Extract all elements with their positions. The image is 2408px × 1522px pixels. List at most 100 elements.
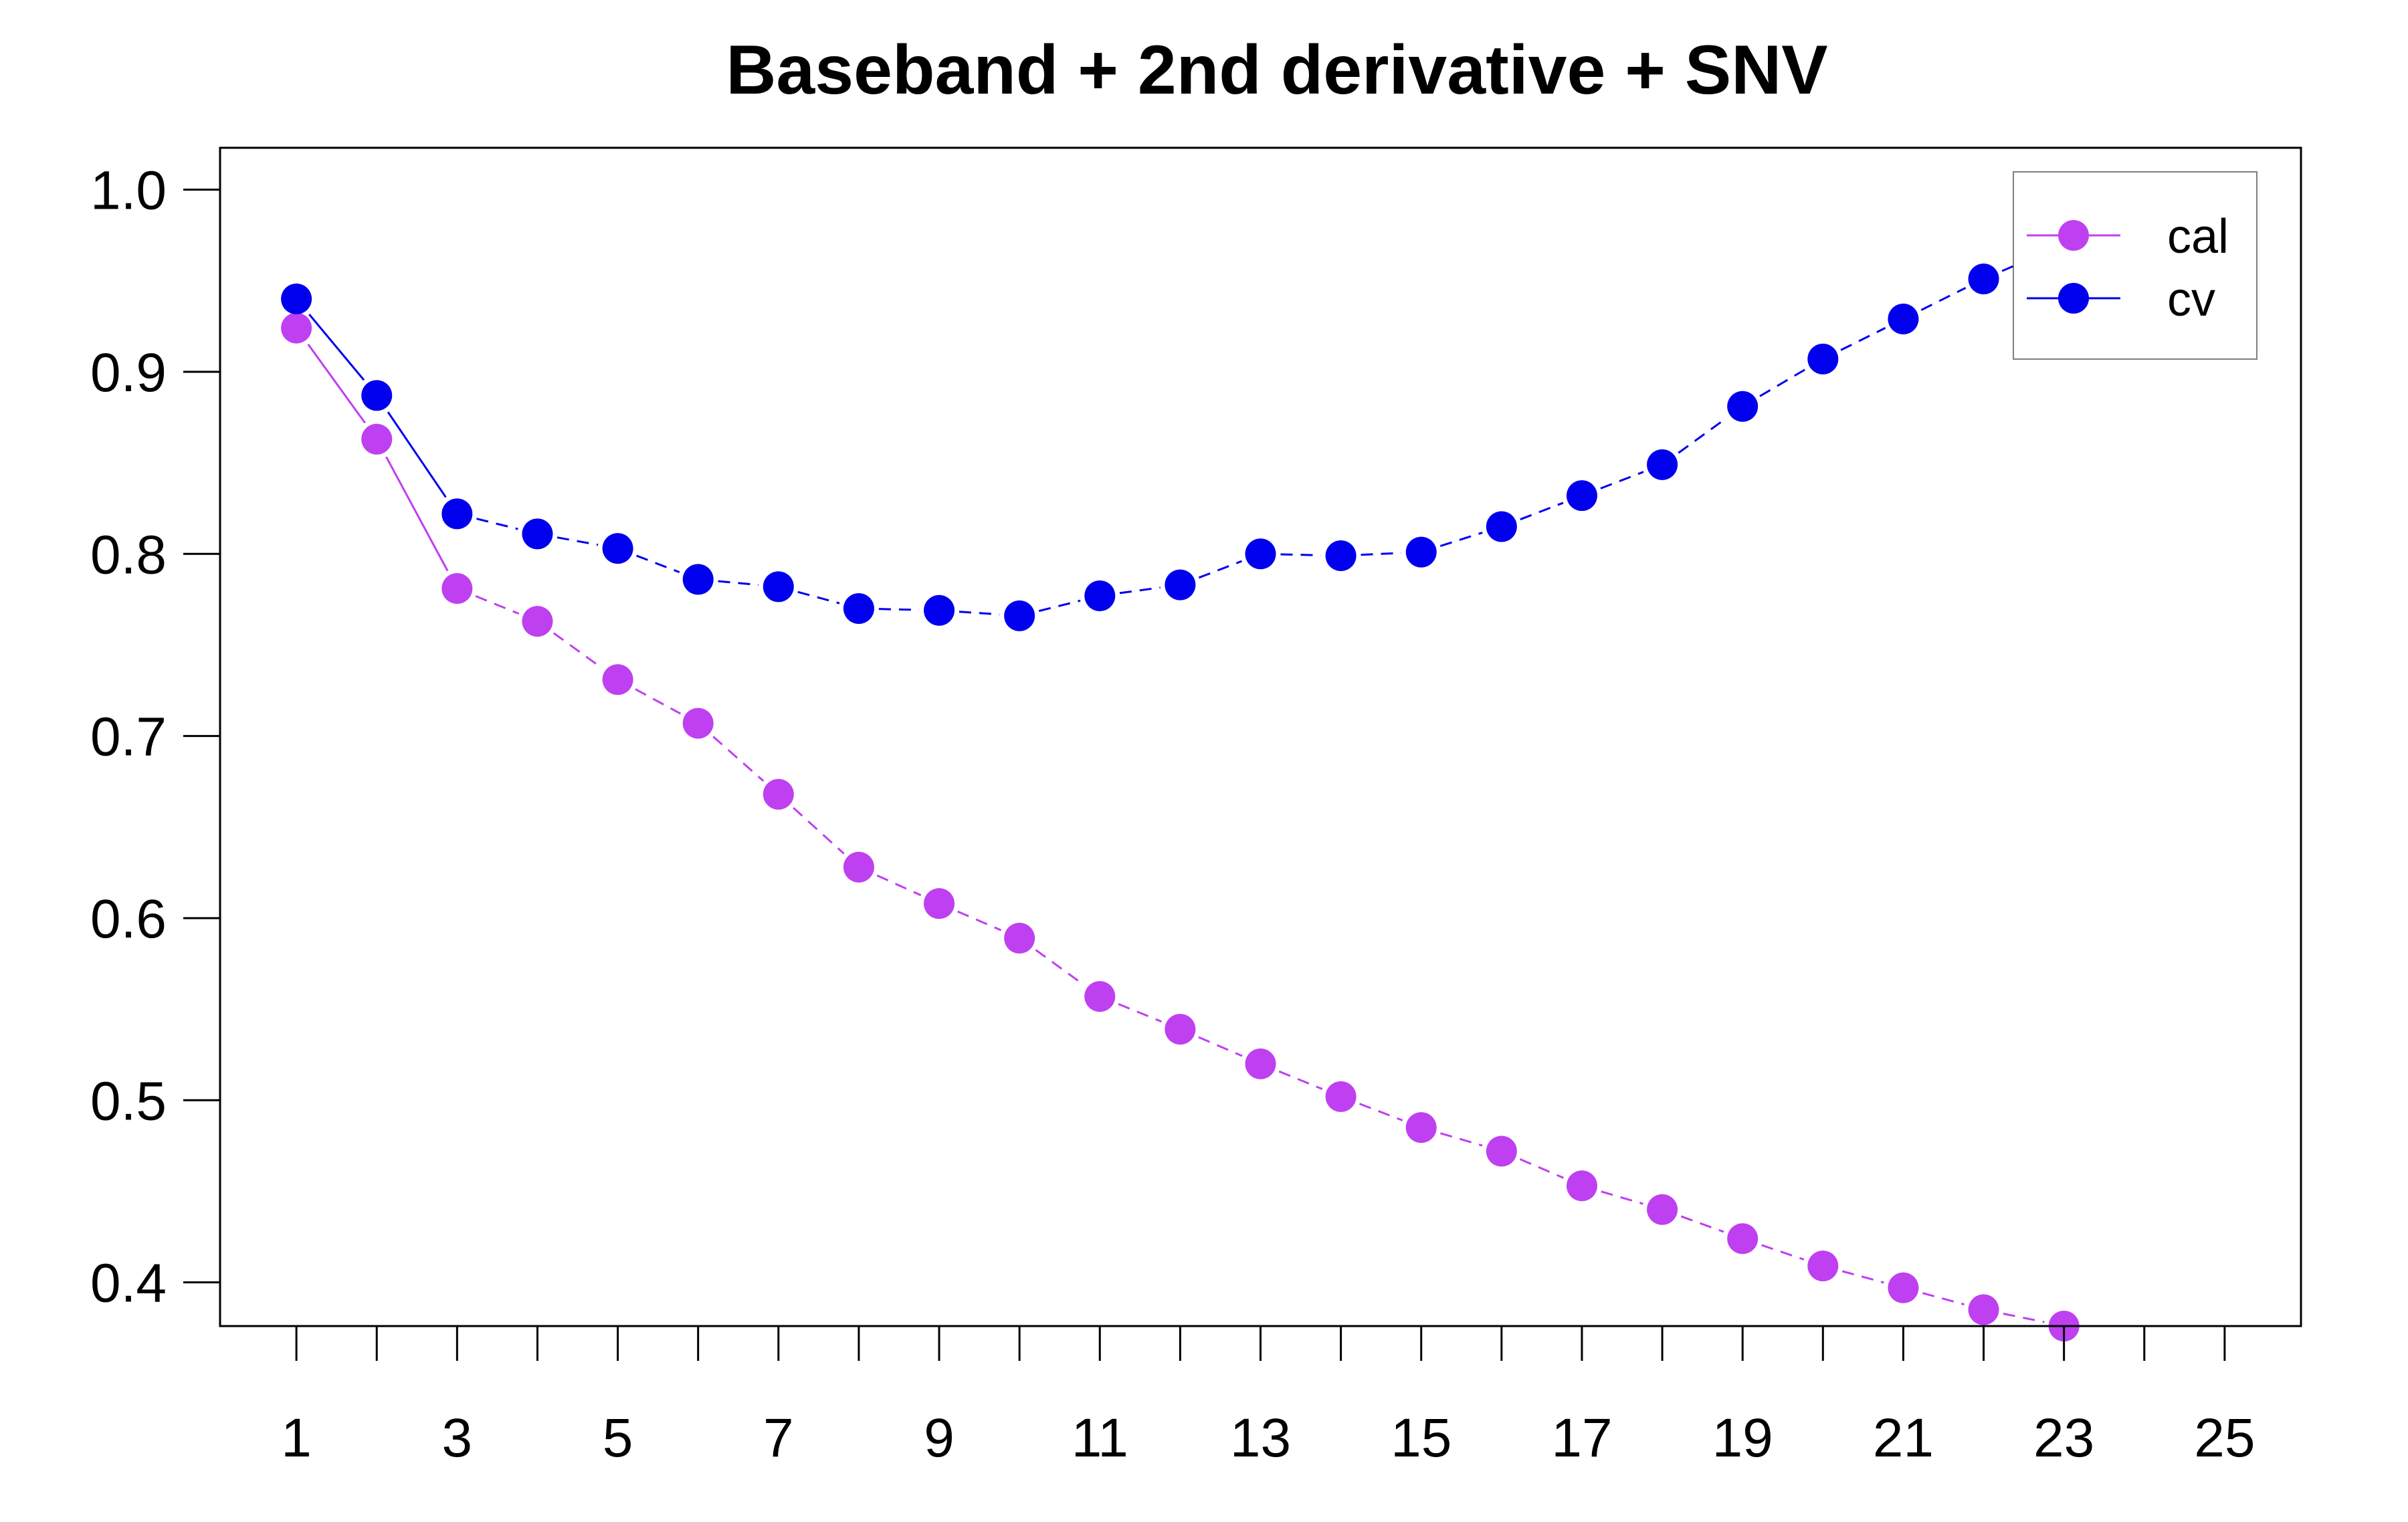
x-tick-label: 23 (2033, 1408, 2094, 1469)
legend-box (2013, 171, 2258, 360)
series-segment-cv (557, 536, 599, 546)
x-tick-label: 5 (603, 1408, 633, 1469)
data-point-cal (763, 778, 794, 810)
series-segment-cv (1198, 560, 1243, 579)
series-segment-cv (959, 611, 1000, 616)
series-segment-cal (2003, 1313, 2045, 1323)
x-tick-label: 19 (1712, 1408, 1773, 1469)
data-point-cal (924, 888, 955, 919)
data-point-cal (1807, 1251, 1839, 1282)
y-tick-label: 0.6 (90, 889, 167, 950)
series-segment-cal (1359, 1103, 1403, 1121)
series-segment-cv (1600, 471, 1644, 490)
x-tick-label: 11 (1072, 1408, 1128, 1469)
x-tick-label: 7 (763, 1408, 794, 1469)
data-point-cal (1968, 1294, 1999, 1325)
series-segment-cal (1440, 1132, 1483, 1147)
series-segment-cal (385, 456, 449, 572)
series-segment-cal (1922, 1292, 1965, 1306)
x-tick-label: 3 (442, 1408, 473, 1469)
data-point-cv (281, 284, 312, 315)
series-segment-cv (476, 518, 518, 530)
data-point-cal (1566, 1170, 1597, 1202)
series-segment-cal (553, 632, 603, 669)
series-segment-cal (793, 806, 845, 855)
data-point-cv (441, 498, 473, 530)
series-segment-cv (1439, 532, 1483, 547)
series-cv (281, 229, 2080, 631)
x-axis: 1 3 5 7 9 11 13 15 17 19 21 23 25 (281, 1325, 2255, 1469)
chart-title: Baseband + 2nd derivative + SNV (726, 31, 1827, 109)
data-point-cv (1888, 303, 1919, 334)
series-segment-cv (1678, 417, 1727, 454)
series-segment-cal (1841, 1270, 1884, 1284)
series-segment-cal (1680, 1215, 1724, 1233)
x-tick-label: 17 (1551, 1408, 1612, 1469)
x-tick-label: 21 (1873, 1408, 1934, 1469)
data-point-cal (1727, 1223, 1759, 1255)
series-segment-cv (308, 314, 365, 381)
series-segment-cv (878, 608, 920, 611)
legend-entry-cal: cal (2027, 210, 2229, 263)
series-segment-cal (957, 910, 1002, 932)
series-segment-cv (797, 590, 840, 605)
x-tick-label: 25 (2194, 1408, 2255, 1469)
data-point-cal (1325, 1081, 1357, 1112)
data-point-cal (1004, 922, 1035, 954)
legend-marker-cal (2058, 220, 2089, 251)
series-cal (281, 312, 2080, 1341)
data-point-cv (1486, 511, 1517, 542)
data-point-cal (441, 573, 473, 605)
series-segment-cv (718, 580, 759, 586)
data-point-cv (1405, 536, 1437, 568)
series-segment-cal (1601, 1190, 1643, 1205)
data-point-cv (1004, 600, 1035, 631)
legend-entry-cv: cv (2027, 273, 2215, 326)
series-segment-cv (1920, 287, 1967, 311)
series-segment-cal (1278, 1070, 1323, 1090)
series-segment-cal (876, 874, 922, 897)
data-point-cal (1165, 1014, 1196, 1045)
data-point-cv (1807, 343, 1839, 374)
legend-label-cal: cal (2167, 210, 2229, 263)
series-segment-cv (1520, 502, 1564, 521)
series-segment-cv (636, 554, 680, 574)
x-tick-label: 13 (1230, 1408, 1291, 1469)
data-point-cv (682, 564, 714, 595)
x-tick-label: 9 (924, 1408, 955, 1469)
data-point-cal (1647, 1194, 1678, 1225)
data-point-cv (924, 594, 955, 626)
series-segment-cal (1761, 1244, 1805, 1261)
data-point-cal (1245, 1048, 1276, 1079)
data-point-cal (522, 606, 553, 637)
data-point-cv (361, 380, 393, 411)
y-tick-label: 1.0 (90, 160, 167, 221)
series-segment-cv (1840, 327, 1886, 351)
series-segment-cal (1519, 1158, 1565, 1179)
series-segment-cv (1038, 599, 1081, 613)
y-tick-label: 0.5 (90, 1071, 167, 1131)
data-point-cv (1084, 580, 1116, 611)
series-segment-cal (1118, 1003, 1163, 1023)
x-tick-label: 15 (1391, 1408, 1451, 1469)
data-point-cal (1405, 1112, 1437, 1144)
y-tick-label: 0.8 (90, 524, 167, 585)
series-segment-cal (712, 736, 765, 782)
data-point-cv (1325, 540, 1357, 572)
plot-frame (219, 146, 2302, 1327)
data-point-cv (1566, 480, 1597, 512)
series-segment-cal (1035, 949, 1084, 986)
data-point-cv (1245, 538, 1276, 570)
data-point-cal (1888, 1272, 1919, 1303)
data-point-cv (1165, 569, 1196, 601)
data-point-cv (602, 533, 633, 564)
data-point-cal (843, 851, 874, 883)
data-point-cv (1968, 263, 1999, 295)
series-segment-cal (635, 688, 682, 715)
data-point-cal (1486, 1135, 1517, 1167)
data-point-cv (1727, 391, 1759, 422)
data-point-cal (281, 312, 312, 344)
y-axis: 0.4 0.5 0.6 0.7 0.8 0.9 1.0 (90, 160, 221, 1314)
data-point-cv (763, 571, 794, 603)
